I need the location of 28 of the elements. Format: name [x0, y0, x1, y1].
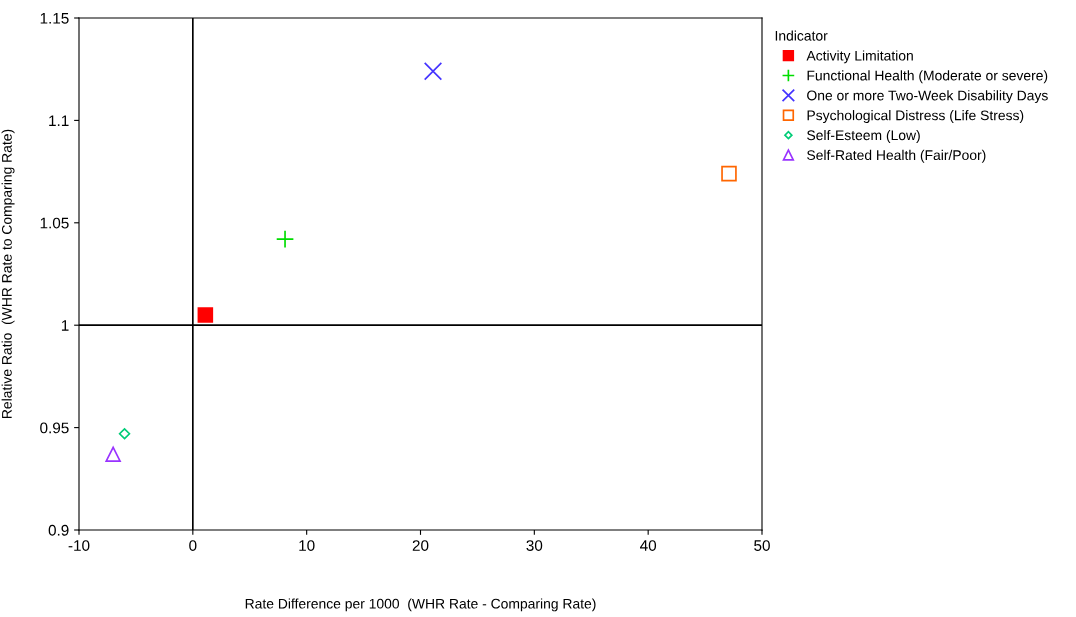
x-tick-label: 40 [640, 540, 657, 551]
y-tick-label: 1 [61, 320, 69, 331]
x-tick-label: 50 [754, 540, 770, 551]
point [721, 165, 737, 182]
legend-label: Self-Esteem (Low) [807, 129, 920, 143]
x-tick-label: 30 [526, 540, 543, 551]
x-tick-label: -10 [68, 540, 90, 551]
legend-label: Self-Rated Health (Fair/Poor) [807, 149, 986, 163]
point [197, 307, 214, 323]
y-tick-label: 1.15 [40, 13, 69, 24]
point [105, 446, 121, 463]
legend-label: One or more Two-Week Disability Days [807, 90, 1048, 104]
y-axis-title: Relative Ratio (WHR Rate to Comparing Rate) [1, 129, 15, 418]
y-tick-label: 1.05 [40, 217, 69, 229]
x-tick-label: 10 [299, 540, 315, 551]
legend-title: Indicator [775, 30, 828, 41]
legend-label: Activity Limitation [806, 50, 913, 64]
point [275, 230, 295, 249]
legend-label: Functional Health (Moderate or severe) [807, 70, 1048, 84]
y-tick-label: 0.95 [40, 422, 69, 434]
y-tick-label: 1.1 [49, 115, 69, 126]
point [423, 62, 443, 81]
x-tick-label: 0 [189, 540, 197, 551]
legend-label: Psychological Distress (Life Stress) [807, 110, 1024, 124]
point [118, 427, 131, 440]
x-axis-title: Rate Difference per 1000 (WHR Rate - Comparing Rate) [245, 598, 596, 612]
y-tick-label: 0.9 [48, 524, 69, 536]
x-tick-label: 20 [412, 540, 429, 551]
